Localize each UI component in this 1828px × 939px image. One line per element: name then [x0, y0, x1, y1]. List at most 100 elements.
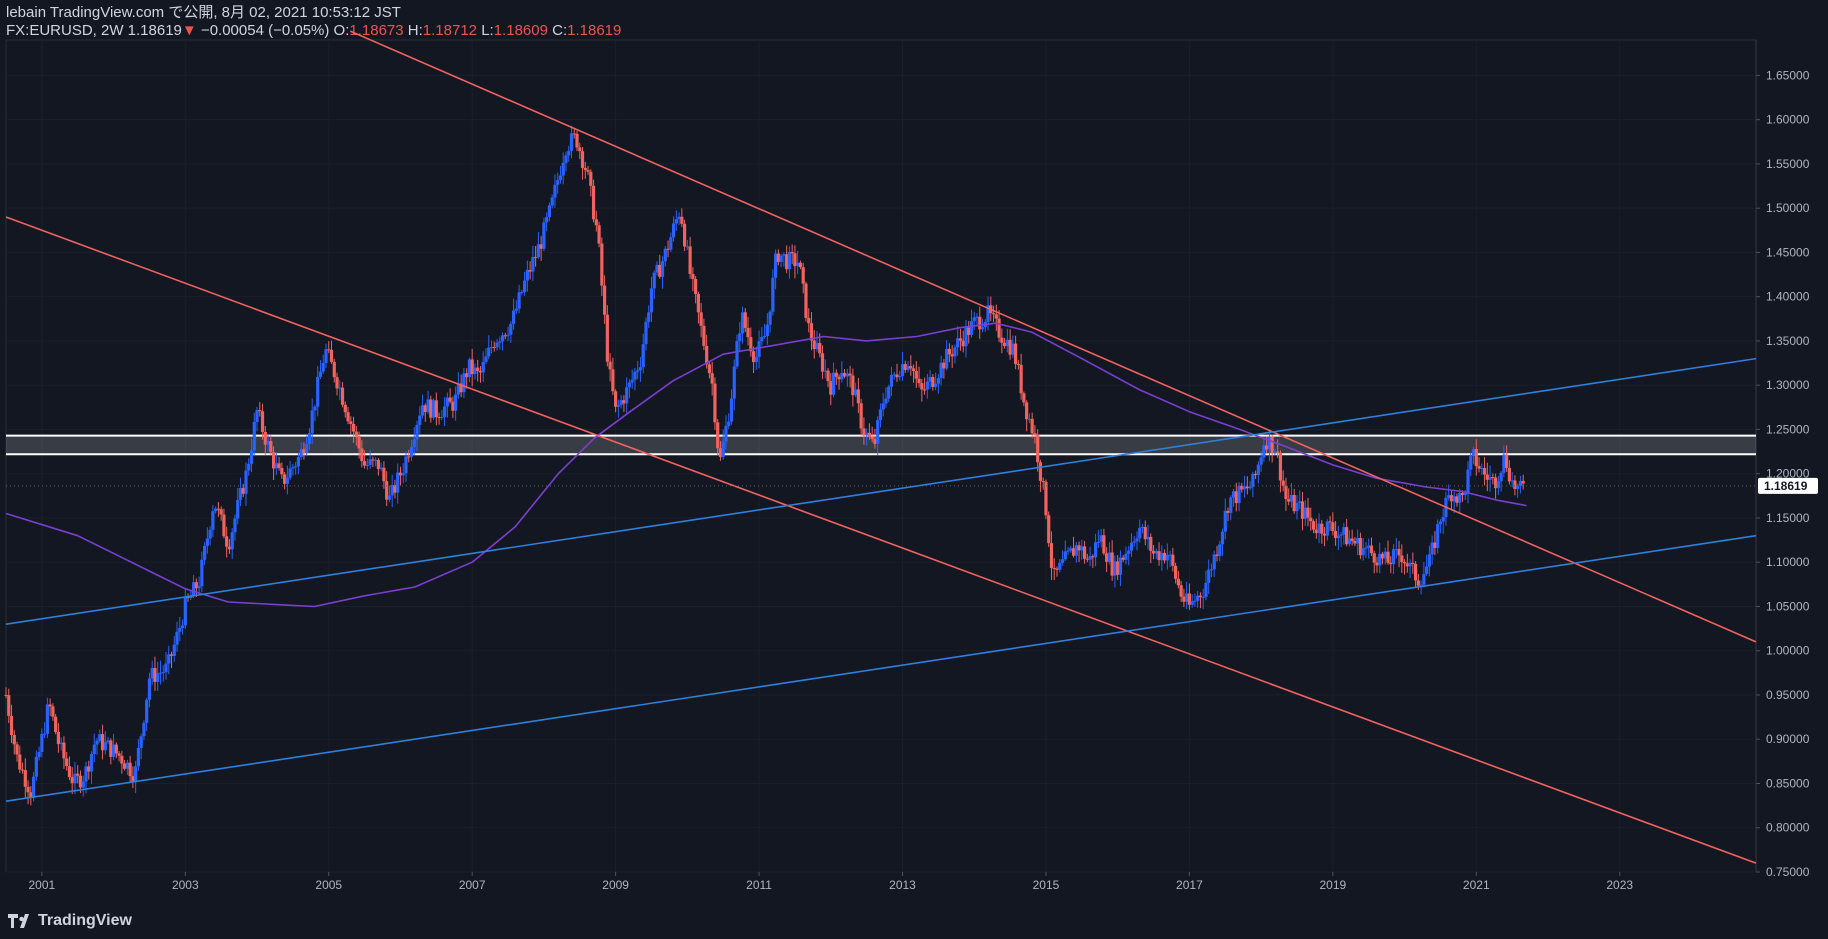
candle-down — [950, 354, 954, 357]
candle-up — [266, 441, 270, 445]
candle-down — [578, 147, 582, 152]
candle-up — [1088, 556, 1092, 560]
candle-down — [1033, 433, 1037, 435]
candle-down — [1405, 563, 1409, 567]
candle-up — [150, 668, 154, 679]
candle-down — [837, 376, 841, 380]
candle-up — [142, 722, 146, 737]
candle-up — [823, 370, 827, 372]
candle-up — [299, 449, 303, 458]
chart-header: lebain TradingView.com で公開, 8月 02, 2021 … — [6, 4, 1006, 40]
candle-up — [481, 361, 485, 373]
candle-up — [316, 376, 320, 407]
candle-up — [1356, 537, 1360, 544]
candle-down — [186, 596, 190, 598]
candle-up — [647, 312, 651, 322]
tradingview-logo[interactable]: TradingView — [8, 910, 132, 932]
candle-up — [288, 468, 292, 478]
trendline-blue-4[interactable] — [5, 357, 1757, 625]
candle-down — [967, 327, 971, 335]
candle-down — [1085, 558, 1089, 560]
candle-up — [727, 421, 731, 426]
price-axis[interactable]: 0.75000 0.80000 0.85000 0.90000 0.95000 1.000… — [1756, 68, 1810, 879]
candle-down — [922, 389, 927, 391]
candle-up — [230, 532, 234, 550]
candle-up — [161, 672, 165, 674]
last-price-tag: 1.18619 — [6, 477, 1818, 494]
y-tick-label: 1.05000 — [1766, 599, 1810, 613]
candle-up — [845, 373, 849, 377]
candle-up — [881, 403, 885, 410]
candle-down — [586, 170, 590, 172]
candle-down — [451, 401, 455, 411]
candle-down — [70, 777, 74, 784]
candle-down — [597, 225, 601, 244]
candle-up — [550, 197, 554, 206]
trendline-red-1[interactable] — [5, 216, 1757, 864]
candle-down — [1198, 595, 1203, 598]
candle-down — [227, 546, 232, 550]
candle-down — [1245, 486, 1249, 489]
candle-down — [790, 251, 794, 254]
candle-up — [887, 386, 891, 399]
candle-up — [975, 316, 979, 318]
candle-up — [183, 596, 187, 626]
candle-down — [1025, 402, 1029, 420]
candle-up — [936, 378, 940, 384]
candle-down — [329, 349, 334, 362]
candle-up — [641, 344, 645, 368]
x-tick-label: 2007 — [459, 878, 486, 892]
candle-up — [925, 381, 929, 390]
candlestick-series — [4, 125, 1525, 806]
candle-up — [729, 398, 734, 422]
candle-up — [1231, 491, 1236, 498]
symbol-label[interactable]: FX:EURUSD, 2W 1.18619 — [6, 22, 182, 39]
candle-up — [307, 433, 312, 444]
candle-up — [740, 312, 745, 334]
candle-down — [269, 441, 273, 453]
resistance-zone[interactable] — [6, 434, 1756, 456]
candle-up — [1190, 601, 1194, 605]
candle-down — [1187, 593, 1192, 605]
candle-down — [602, 285, 607, 315]
candle-up — [1458, 492, 1462, 503]
y-tick-label: 1.20000 — [1766, 467, 1810, 481]
time-axis[interactable]: 2001 2003 2005 2007 2009 2011 2013 2015 2017 2019… — [29, 872, 1634, 892]
candle-up — [556, 180, 560, 185]
candle-up — [564, 155, 568, 163]
candle-up — [1193, 600, 1197, 602]
candle-down — [153, 668, 157, 682]
close-value: 1.18619 — [567, 22, 622, 39]
candle-down — [961, 340, 965, 347]
candle-down — [1493, 477, 1498, 489]
candle-up — [84, 766, 88, 782]
candle-down — [277, 463, 281, 468]
candle-up — [1069, 548, 1073, 551]
trendline-blue-3[interactable] — [5, 534, 1757, 802]
candle-down — [87, 766, 91, 772]
candle-up — [1378, 553, 1382, 566]
trendlines[interactable] — [5, 30, 1757, 864]
candle-down — [862, 428, 866, 436]
candle-down — [1400, 555, 1404, 563]
candle-up — [81, 781, 85, 788]
candle-down — [1105, 553, 1109, 562]
candle-down — [818, 342, 822, 354]
candle-down — [1110, 552, 1114, 576]
candle-up — [939, 362, 943, 379]
candle-down — [51, 706, 55, 717]
candle-down — [694, 278, 698, 295]
candle-up — [1425, 566, 1429, 575]
trendline-red-2[interactable] — [349, 30, 1757, 643]
candle-up — [1207, 569, 1211, 583]
candle-up — [1242, 486, 1247, 490]
candle-down — [371, 459, 375, 461]
y-tick-label: 1.00000 — [1766, 644, 1810, 658]
candle-up — [1124, 553, 1128, 560]
candle-up — [1209, 569, 1214, 571]
candle-down — [848, 373, 852, 376]
candle-down — [842, 372, 847, 377]
candle-down — [476, 367, 480, 372]
candle-down — [614, 391, 618, 407]
